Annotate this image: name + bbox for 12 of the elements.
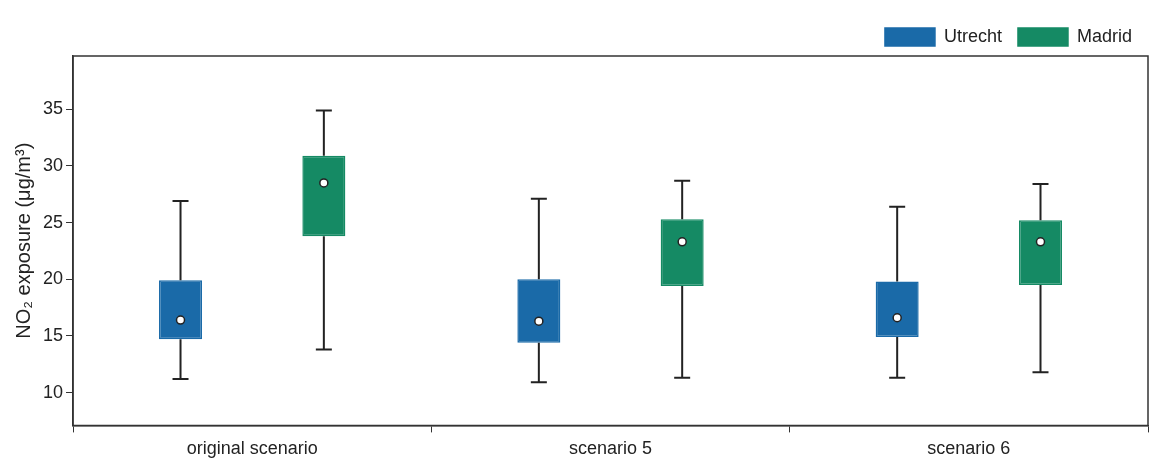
y-tick-label: 25 [42,211,64,232]
y-tick-label: 35 [42,98,64,119]
y-axis-title: NO₂ exposure (μg/m³) [11,142,34,339]
y-tick-label: 15 [42,324,64,345]
y-tick-label: 20 [42,268,64,289]
x-tick-label: scenario 5 [568,438,653,459]
y-tick-label: 30 [42,154,64,175]
legend-label: Utrecht [943,25,1002,46]
y-tick-label: 10 [42,381,64,402]
x-tick-label: scenario 6 [927,438,1011,459]
legend-label: Madrid [1076,25,1133,46]
x-tick-label: original scenario [186,438,318,459]
